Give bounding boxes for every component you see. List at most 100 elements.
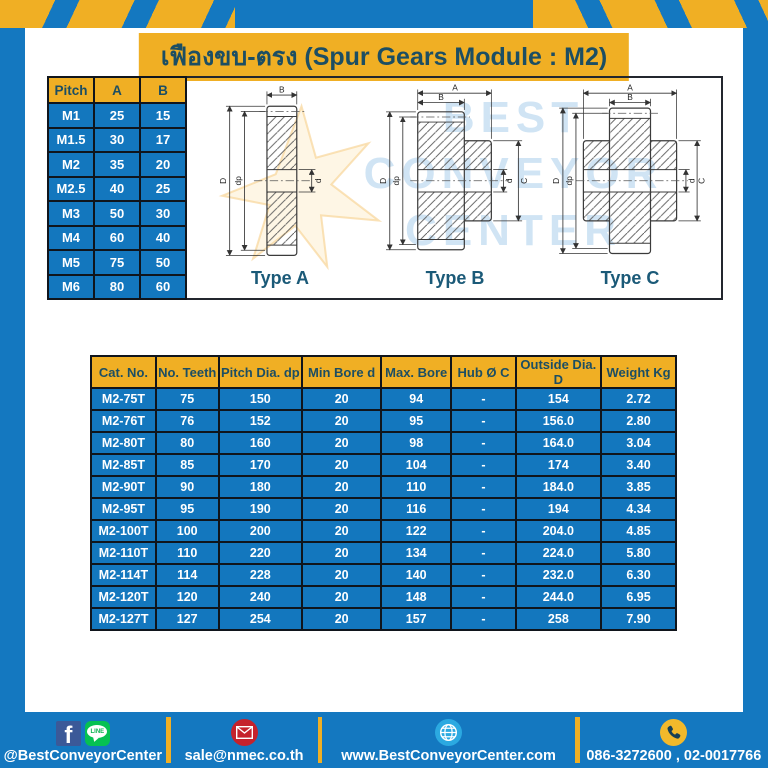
table-row: M2-90T 90 180 20 110-184.0 3.85 [90,475,677,499]
table-cell: - [450,497,517,521]
table-cell: 50 [139,249,187,276]
table-cell: 20 [301,563,383,587]
table-cell: M2-114T [90,563,157,587]
table-cell: 20 [301,453,383,477]
column-header: Min Bore d [301,355,383,389]
table-cell: M2-76T [90,409,157,433]
gear-logo-watermark [218,102,383,271]
table-cell: 224.0 [514,541,603,565]
table-cell: 6.95 [600,585,677,609]
type-c-label: Type C [600,268,660,288]
dim-label-pitch: dp [233,176,243,186]
table-cell: - [450,453,517,477]
table-row: M2.5 40 25 [47,175,187,202]
table-cell: M2-95T [90,497,157,521]
table-cell: 116 [380,497,453,521]
table-cell: 20 [301,541,383,565]
table-row: M1.5 30 17 [47,126,187,153]
table-cell: - [450,475,517,499]
table-cell: 134 [380,541,453,565]
table-cell: 20 [301,431,383,455]
footer-bar: f LINE @BestConveyorCenter sale@nmec.co.… [0,712,768,768]
dim-label-outer: D [378,178,388,184]
table-cell: 4.85 [600,519,677,543]
table-cell: - [450,519,517,543]
type-b-diagram: A B D dp [378,82,529,251]
table-cell: M2-110T [90,541,157,565]
column-header: Max. Bore [380,355,453,389]
social-handle[interactable]: @BestConveyorCenter [3,748,163,764]
column-header: B [139,76,187,104]
table-cell: 75 [154,387,220,411]
header-row: Pitch A B [47,76,187,104]
drawing-type-b: A B D dp [371,78,539,289]
figure-box: Pitch A B M1 25 15 M1.5 30 17 M2 35 20 M2.5 40 25 M3 50 3… [47,76,723,300]
table-row: M1 25 15 [47,102,187,129]
table-cell: 122 [380,519,453,543]
table-cell: M2-100T [90,519,157,543]
phone-numbers[interactable]: 086-3272600 , 02-0017766 [586,748,762,764]
table-cell: 254 [217,607,304,631]
watermark: BEST CONVEYOR CENTER [189,78,721,298]
table-cell: 76 [154,409,220,433]
table-cell: 25 [139,175,187,202]
table-row: M2 35 20 [47,151,187,178]
table-cell: M2-127T [90,607,157,631]
dim-label-overall: A [452,82,458,92]
table-cell: 3.04 [600,431,677,455]
table-row: M2-110T 110 220 20 134-224.0 5.80 [90,541,677,565]
table-cell: 20 [301,607,383,631]
email-address[interactable]: sale@nmec.co.th [184,748,304,764]
dim-label-pitch: dp [391,176,401,186]
table-cell: - [450,563,517,587]
table-cell: 60 [93,224,141,251]
page-title: เฟืองขบ-ตรง (Spur Gears Module : M2) [138,33,630,81]
drawing-type-a: B D dp d [196,78,364,289]
pitch-size-table: Pitch A B M1 25 15 M1.5 30 17 M2 35 20 M2.5 40 25 M3 50 3… [47,76,187,300]
table-cell: 17 [139,126,187,153]
gear-spec-table: Cat. No. No. Teeth Pitch Dia. dp Min Bore d… [90,355,677,631]
table-cell: 156.0 [514,409,603,433]
table-row: M2-85T 85 170 20 104-174 3.40 [90,453,677,477]
hazard-stripes-left [0,0,235,28]
table-cell: 204.0 [514,519,603,543]
type-a-label: Type A [250,268,309,288]
type-c-diagram: A B D dp [551,82,707,255]
table-cell: 30 [139,200,187,227]
table-row: M2-100T 100 200 20 122-204.0 4.85 [90,519,677,543]
table-row: M2-114T 114 228 20 140-232.0 6.30 [90,563,677,587]
table-cell: 80 [154,431,220,455]
table-cell: 5.80 [600,541,677,565]
website-url[interactable]: www.BestConveyorCenter.com [341,748,556,764]
table-cell: 95 [154,497,220,521]
phone-icon [660,719,688,746]
table-cell: M2-120T [90,585,157,609]
table-row: M2-95T 95 190 20 116-194 4.34 [90,497,677,521]
type-b-label: Type B [425,268,485,288]
table-row: M3 50 30 [47,200,187,227]
column-header: Outside Dia. D [514,355,603,389]
table-cell: 75 [93,249,141,276]
dim-label-hub: C [697,178,707,184]
dim-label-width: B [438,92,444,102]
table-cell: - [450,607,517,631]
column-header: Cat. No. [90,355,157,389]
column-header: Pitch [47,76,95,104]
table-cell: 20 [301,585,383,609]
table-cell: 154 [514,387,603,411]
table-row: M6 80 60 [47,273,187,300]
email-icon [230,719,258,746]
table-cell: 94 [380,387,453,411]
dim-label-hub: C [519,178,529,184]
hazard-stripes-right [533,0,768,28]
footer-social-section: f LINE @BestConveyorCenter [0,712,166,768]
table-cell: M2.5 [47,175,95,202]
table-cell: 120 [154,585,220,609]
dim-label-outer: D [551,178,561,184]
table-cell: 104 [380,453,453,477]
table-cell: 7.90 [600,607,677,631]
footer-phone-section: 086-3272600 , 02-0017766 [580,712,768,768]
table-cell: 114 [154,563,220,587]
header-row: Cat. No. No. Teeth Pitch Dia. dp Min Bore d… [90,355,677,389]
table-cell: M2-90T [90,475,157,499]
